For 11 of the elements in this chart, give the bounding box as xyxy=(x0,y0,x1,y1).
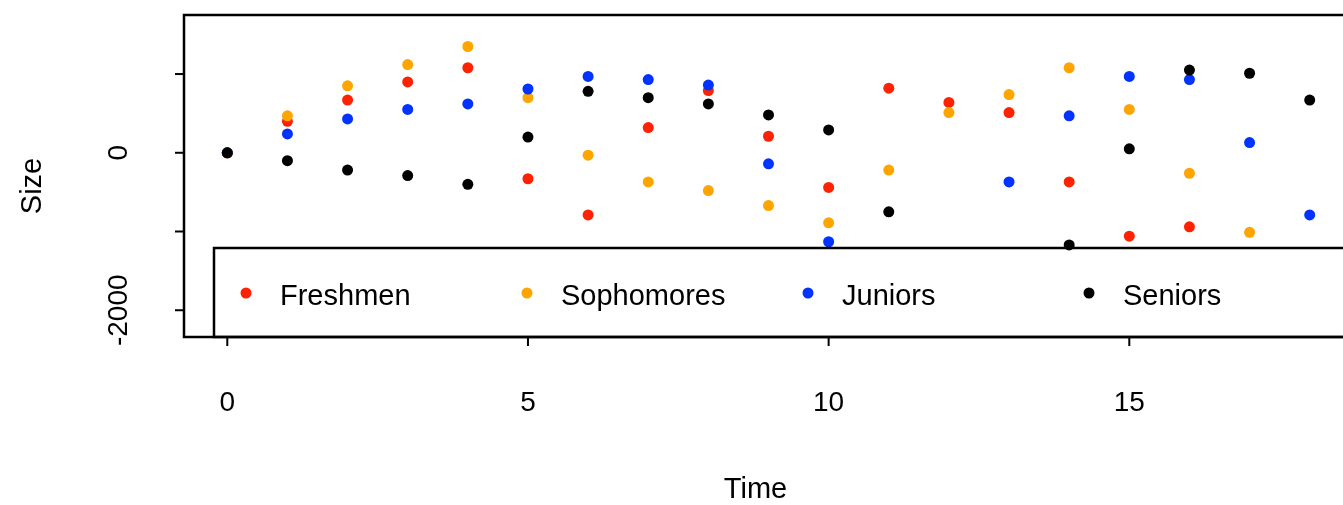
legend-label: Sophomores xyxy=(561,278,726,311)
y-tick-label: -2000 xyxy=(102,274,134,347)
legend-label: Seniors xyxy=(1123,278,1222,311)
x-tick-label: 5 xyxy=(520,386,536,418)
legend-label: Freshmen xyxy=(280,278,411,311)
x-axis-title: Time xyxy=(723,471,788,504)
x-tick-label: 0 xyxy=(219,386,236,418)
x-tick-label: 10 xyxy=(813,386,845,418)
y-axis-title: Size xyxy=(14,157,47,215)
x-tick-label: 15 xyxy=(1113,386,1145,418)
legend-label: Juniors xyxy=(842,278,936,311)
